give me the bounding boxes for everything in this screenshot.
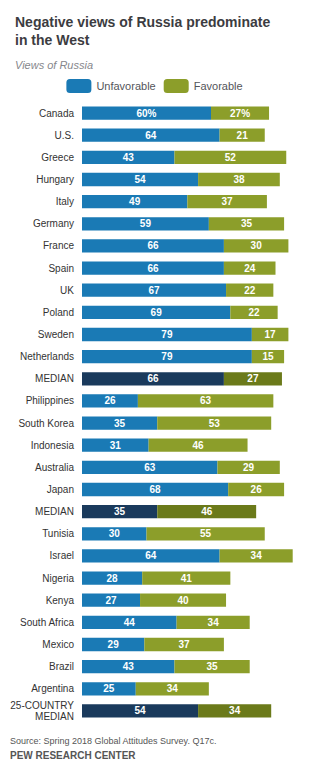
svg-text:27: 27	[105, 595, 117, 606]
svg-text:Kenya: Kenya	[46, 595, 75, 606]
svg-text:Italy: Italy	[56, 196, 74, 207]
svg-text:79: 79	[161, 351, 173, 362]
svg-text:Netherlands: Netherlands	[20, 351, 74, 362]
svg-text:Nigeria: Nigeria	[42, 573, 74, 584]
svg-text:35: 35	[241, 218, 253, 229]
svg-text:52: 52	[225, 152, 237, 163]
svg-text:17: 17	[265, 329, 277, 340]
svg-text:Poland: Poland	[43, 307, 74, 318]
svg-text:30: 30	[251, 240, 263, 251]
svg-text:27: 27	[247, 373, 259, 384]
svg-text:54: 54	[134, 174, 146, 185]
svg-text:Hungary: Hungary	[36, 174, 74, 185]
svg-text:66: 66	[147, 373, 159, 384]
svg-text:55: 55	[200, 528, 212, 539]
svg-text:63: 63	[200, 395, 212, 406]
svg-text:26: 26	[251, 484, 263, 495]
svg-text:46: 46	[201, 506, 213, 517]
svg-text:MEDIAN: MEDIAN	[35, 373, 74, 384]
svg-text:22: 22	[244, 285, 256, 296]
svg-text:38: 38	[233, 174, 245, 185]
svg-text:35: 35	[207, 661, 219, 672]
svg-text:69: 69	[151, 307, 163, 318]
svg-text:Japan: Japan	[47, 484, 74, 495]
svg-text:43: 43	[123, 661, 135, 672]
svg-text:79: 79	[161, 329, 173, 340]
svg-text:27%: 27%	[230, 108, 250, 119]
svg-text:64: 64	[145, 130, 157, 141]
svg-text:60%: 60%	[136, 108, 156, 119]
svg-text:UK: UK	[60, 285, 74, 296]
svg-text:Views of Russia: Views of Russia	[15, 59, 93, 71]
svg-text:68: 68	[150, 484, 162, 495]
svg-text:34: 34	[208, 617, 220, 628]
svg-text:34: 34	[229, 705, 241, 716]
svg-text:49: 49	[129, 196, 141, 207]
svg-text:59: 59	[140, 218, 152, 229]
svg-text:26: 26	[104, 395, 116, 406]
svg-text:U.S.: U.S.	[55, 130, 74, 141]
svg-text:Argentina: Argentina	[31, 683, 74, 694]
svg-text:54: 54	[134, 705, 146, 716]
svg-text:Spain: Spain	[48, 263, 74, 274]
svg-text:MEDIAN: MEDIAN	[35, 711, 74, 722]
svg-text:30: 30	[109, 528, 121, 539]
svg-text:34: 34	[167, 683, 179, 694]
svg-text:64: 64	[145, 550, 157, 561]
svg-text:44: 44	[124, 617, 136, 628]
svg-text:South Africa: South Africa	[20, 617, 74, 628]
svg-text:Source: Spring 2018 Global Att: Source: Spring 2018 Global Attitudes Sur…	[10, 736, 216, 746]
svg-text:Indonesia: Indonesia	[31, 440, 75, 451]
svg-text:Greece: Greece	[41, 152, 74, 163]
svg-text:37: 37	[222, 196, 234, 207]
svg-text:37: 37	[179, 639, 191, 650]
svg-text:Israel: Israel	[50, 550, 74, 561]
svg-text:22: 22	[248, 307, 260, 318]
svg-text:PEW RESEARCH CENTER: PEW RESEARCH CENTER	[10, 750, 136, 761]
svg-text:21: 21	[237, 130, 249, 141]
svg-text:66: 66	[147, 240, 159, 251]
svg-text:Favorable: Favorable	[194, 80, 243, 92]
svg-text:63: 63	[144, 462, 156, 473]
svg-text:in the West: in the West	[15, 32, 90, 48]
svg-text:South Korea: South Korea	[18, 418, 74, 429]
svg-text:31: 31	[110, 440, 122, 451]
svg-text:Negative views of Russia predo: Negative views of Russia predominate	[15, 14, 270, 30]
svg-text:Sweden: Sweden	[38, 329, 74, 340]
svg-text:Unfavorable: Unfavorable	[96, 80, 155, 92]
svg-text:Tunisia: Tunisia	[42, 528, 74, 539]
svg-text:France: France	[43, 240, 75, 251]
svg-text:Germany: Germany	[33, 218, 74, 229]
svg-text:Australia: Australia	[35, 462, 74, 473]
svg-text:66: 66	[147, 263, 159, 274]
svg-text:29: 29	[243, 462, 255, 473]
svg-text:35: 35	[114, 418, 126, 429]
svg-text:Brazil: Brazil	[49, 661, 74, 672]
svg-text:41: 41	[181, 573, 193, 584]
svg-text:35: 35	[114, 506, 126, 517]
svg-text:25: 25	[103, 683, 115, 694]
svg-text:15: 15	[262, 351, 274, 362]
svg-text:Mexico: Mexico	[42, 639, 74, 650]
svg-text:43: 43	[123, 152, 135, 163]
svg-text:Philippines: Philippines	[26, 395, 74, 406]
svg-text:67: 67	[148, 285, 160, 296]
svg-text:28: 28	[107, 573, 119, 584]
svg-text:53: 53	[209, 418, 221, 429]
svg-text:25-COUNTRY: 25-COUNTRY	[10, 700, 74, 711]
svg-text:40: 40	[177, 595, 189, 606]
svg-text:34: 34	[251, 550, 263, 561]
svg-text:MEDIAN: MEDIAN	[35, 506, 74, 517]
svg-text:29: 29	[108, 639, 120, 650]
svg-text:46: 46	[193, 440, 205, 451]
svg-text:Canada: Canada	[39, 108, 74, 119]
svg-text:24: 24	[244, 263, 256, 274]
